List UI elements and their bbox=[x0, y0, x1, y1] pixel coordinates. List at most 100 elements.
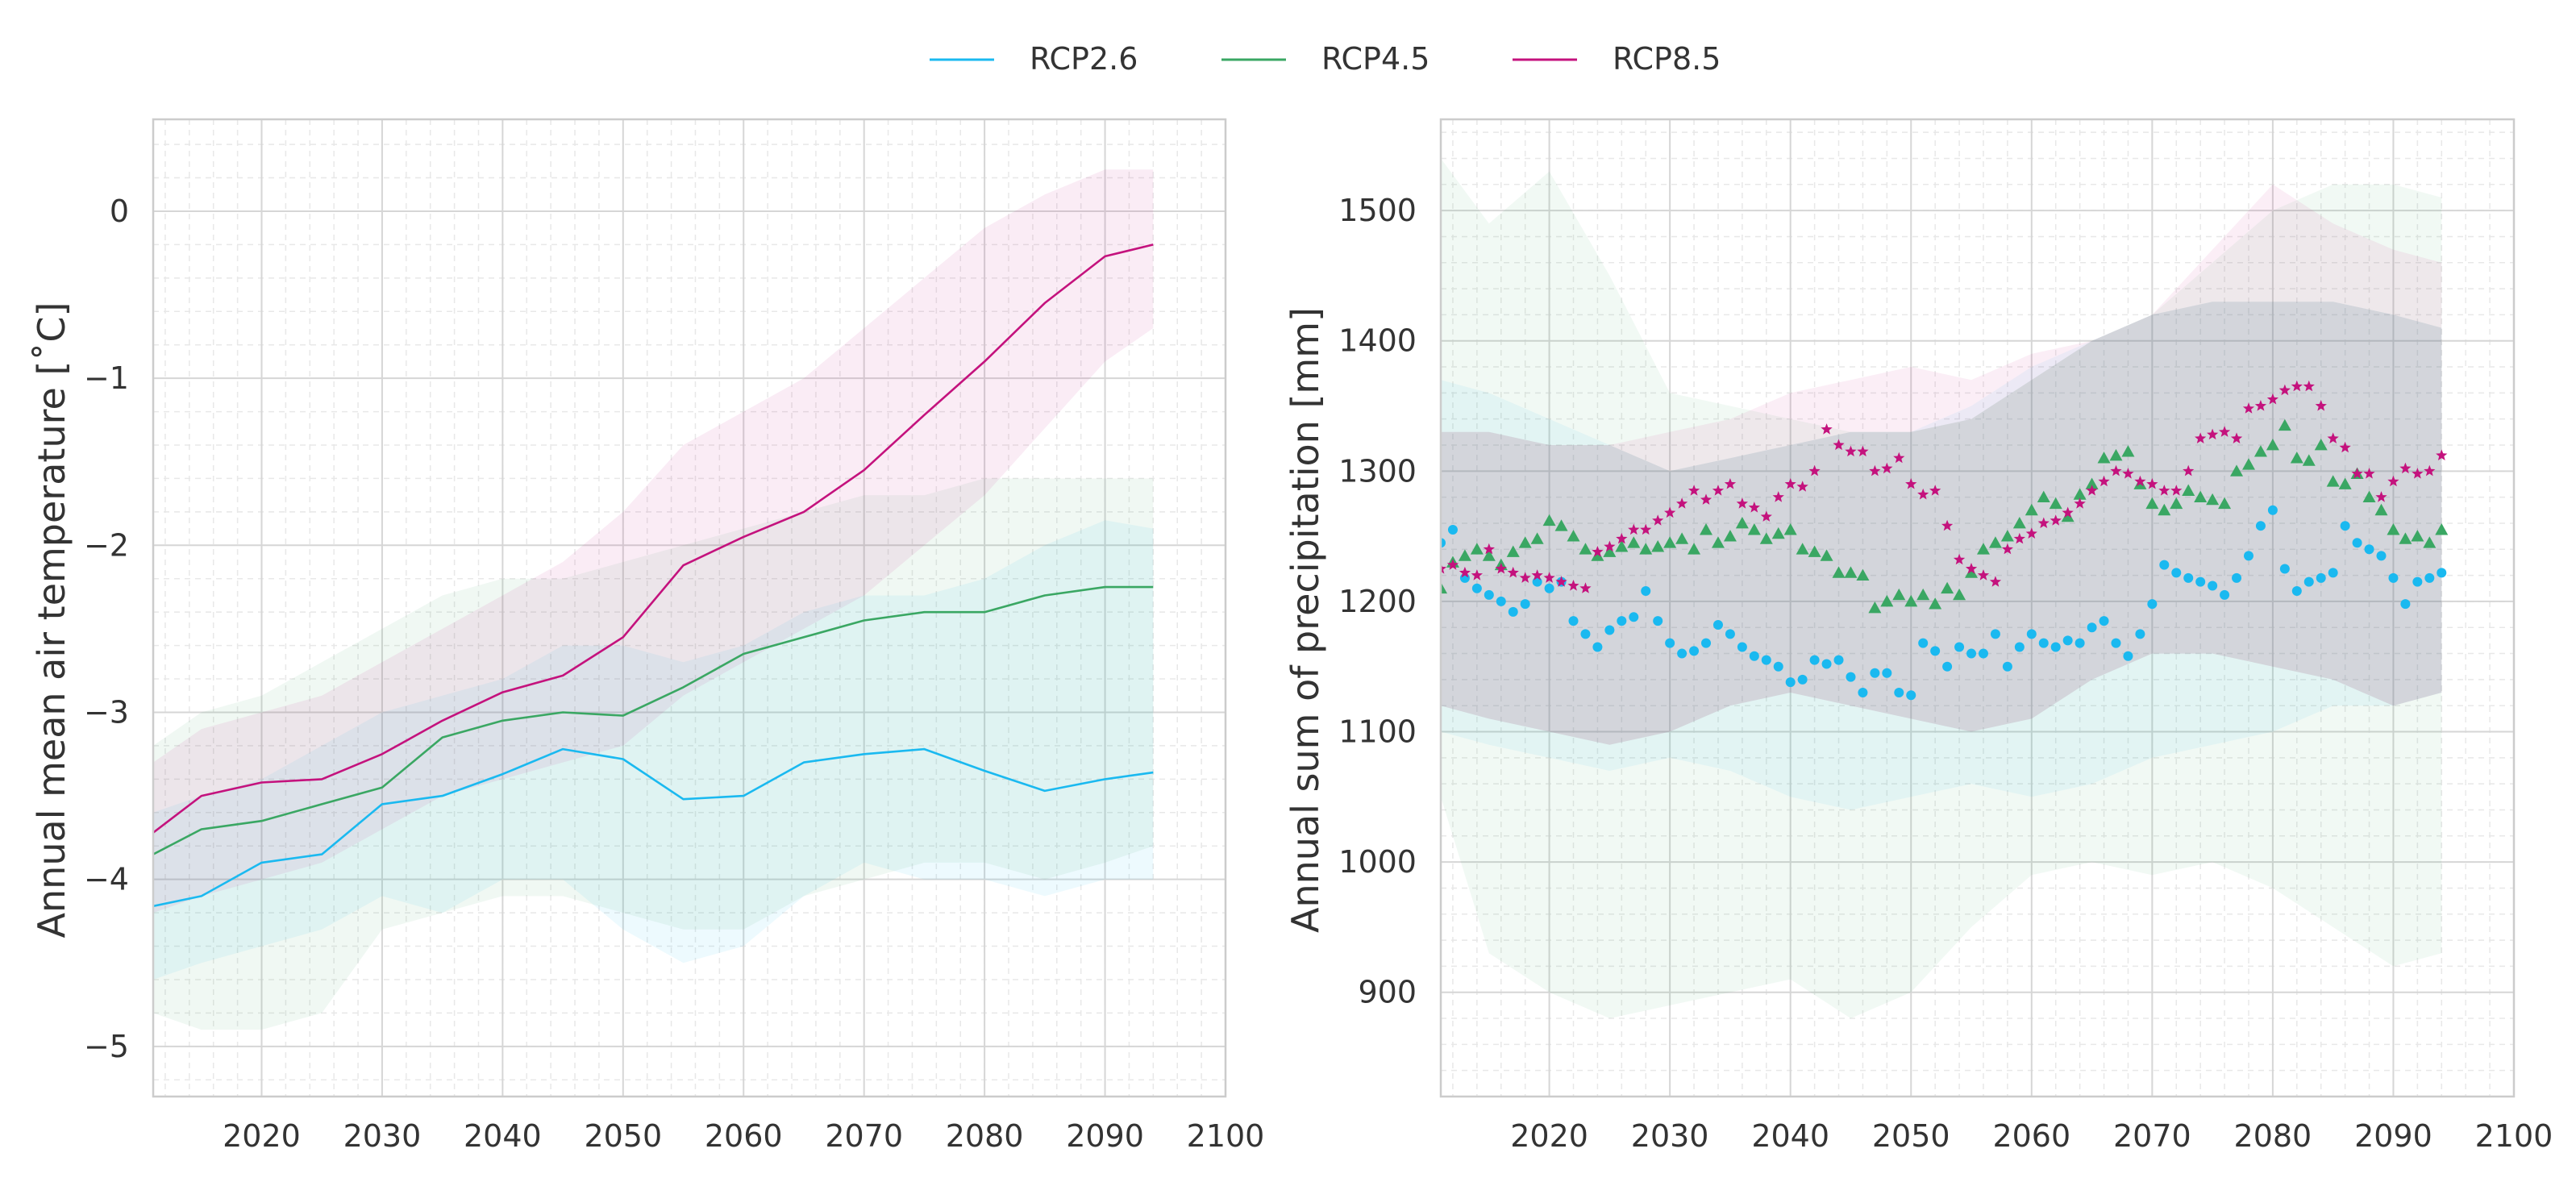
data-point bbox=[1856, 568, 1870, 581]
uncertainty-bands bbox=[1441, 158, 2442, 1018]
data-point bbox=[2207, 428, 2219, 440]
y-tick-label: −4 bbox=[84, 862, 129, 897]
data-point bbox=[1953, 588, 1966, 601]
data-point bbox=[1821, 423, 1833, 435]
y-tick-label: 0 bbox=[110, 194, 129, 229]
data-point bbox=[1725, 629, 1735, 639]
data-point bbox=[1495, 563, 1507, 574]
data-point bbox=[2170, 497, 2183, 510]
data-point bbox=[1976, 543, 1990, 555]
data-point bbox=[2338, 477, 2352, 489]
data-point bbox=[2232, 572, 2242, 583]
series-points-rcp8-5 bbox=[1441, 380, 2448, 593]
data-point bbox=[2122, 468, 2134, 479]
data-point bbox=[1507, 566, 1519, 578]
data-point bbox=[2037, 490, 2050, 503]
band-rcp8-5 bbox=[1441, 184, 2442, 745]
x-tick-label: 2090 bbox=[2354, 1118, 2432, 1154]
data-point bbox=[2364, 544, 2374, 555]
data-point bbox=[2050, 642, 2061, 652]
legend-label-rcp8-5: RCP8.5 bbox=[1613, 41, 1721, 77]
data-point bbox=[1929, 485, 1941, 496]
data-point bbox=[1677, 648, 1688, 659]
data-point bbox=[2000, 530, 2014, 542]
data-point bbox=[2267, 505, 2278, 515]
data-point bbox=[2435, 523, 2449, 535]
y-tick-label: 1100 bbox=[1338, 714, 1417, 750]
data-point bbox=[2195, 576, 2206, 587]
data-point bbox=[1808, 464, 1821, 477]
legend-label-rcp2-6: RCP2.6 bbox=[1030, 41, 1138, 77]
data-point bbox=[1809, 655, 1820, 665]
data-point bbox=[2436, 449, 2448, 460]
data-point bbox=[1591, 549, 1604, 561]
data-point bbox=[2278, 418, 2291, 431]
data-point bbox=[1918, 638, 1929, 648]
data-point bbox=[2218, 426, 2231, 437]
data-point bbox=[1869, 464, 1881, 477]
data-point bbox=[2183, 464, 2195, 477]
data-point bbox=[1916, 588, 1930, 601]
series-points-rcp4-5 bbox=[1441, 418, 2449, 614]
data-point bbox=[2061, 510, 2075, 522]
data-point bbox=[1858, 688, 1868, 698]
data-point bbox=[1966, 648, 1977, 659]
data-point bbox=[2025, 527, 2037, 539]
x-tick-label: 2070 bbox=[825, 1118, 903, 1154]
data-point bbox=[1761, 655, 1771, 665]
data-point bbox=[1471, 569, 1483, 581]
data-point bbox=[1701, 638, 1712, 648]
data-point bbox=[1652, 514, 1664, 526]
data-point bbox=[2374, 503, 2388, 516]
data-point bbox=[1748, 502, 1760, 513]
data-point bbox=[1520, 599, 1530, 610]
data-point bbox=[1496, 596, 1506, 606]
data-point bbox=[2123, 651, 2133, 661]
data-point bbox=[1990, 629, 2000, 639]
data-point bbox=[2075, 638, 2085, 648]
y-tick-label: 900 bbox=[1358, 975, 1417, 1010]
data-point bbox=[1441, 581, 1447, 594]
data-point bbox=[1989, 576, 2002, 587]
data-point bbox=[1555, 576, 1567, 587]
data-point bbox=[1567, 580, 1579, 591]
data-marks bbox=[153, 243, 1154, 908]
tick-labels: 2020 2030 2040 2050 2060 2070 2080 2090 2100 −5 −4… bbox=[84, 194, 1264, 1154]
x-tick-label: 2050 bbox=[1872, 1118, 1950, 1154]
data-point bbox=[1868, 601, 1882, 614]
data-point bbox=[1518, 536, 1532, 548]
data-point bbox=[1760, 510, 1772, 522]
data-point bbox=[2303, 380, 2315, 392]
x-tick-label: 2090 bbox=[1066, 1118, 1144, 1154]
data-point bbox=[2208, 581, 2218, 591]
data-point bbox=[2121, 445, 2135, 457]
data-point bbox=[2302, 454, 2316, 466]
data-point bbox=[1965, 563, 1978, 574]
x-tick-label: 2030 bbox=[343, 1118, 422, 1154]
data-point bbox=[1627, 536, 1641, 548]
data-point bbox=[2038, 638, 2049, 648]
data-point bbox=[1712, 485, 1725, 496]
data-point bbox=[2147, 599, 2158, 610]
data-point bbox=[2424, 464, 2436, 477]
data-point bbox=[1580, 629, 1591, 639]
data-point bbox=[2314, 439, 2328, 451]
series-line-rcp8-5 bbox=[153, 243, 1154, 834]
data-point bbox=[2437, 568, 2447, 578]
band-overlap bbox=[1441, 302, 2442, 745]
data-point bbox=[2316, 572, 2326, 583]
data-point bbox=[1653, 616, 1663, 626]
data-point bbox=[2110, 464, 2122, 477]
data-point bbox=[1930, 646, 1941, 656]
data-point bbox=[1846, 672, 1856, 682]
data-point bbox=[1941, 519, 1954, 531]
data-point bbox=[1857, 445, 1869, 457]
data-point bbox=[1446, 559, 1459, 570]
data-point bbox=[2170, 485, 2183, 496]
y-tick-label: 1000 bbox=[1338, 844, 1417, 880]
data-point bbox=[2074, 497, 2086, 509]
data-point bbox=[1543, 572, 1555, 583]
data-point bbox=[1797, 674, 1808, 685]
